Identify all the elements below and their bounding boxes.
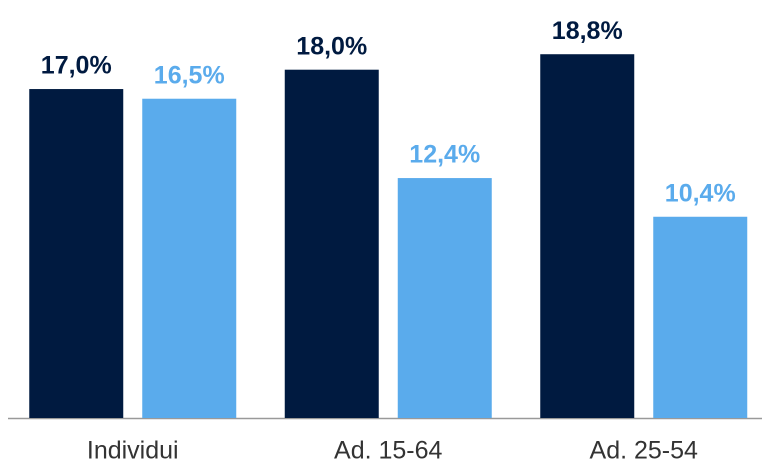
value-label: 12,4% [409, 141, 480, 169]
bar [653, 216, 748, 418]
value-label: 18,0% [296, 32, 367, 60]
bar [397, 178, 492, 418]
bar [540, 54, 635, 418]
value-label: 16,5% [154, 61, 225, 89]
value-label: 18,8% [552, 17, 623, 45]
x-tick-label: Ad. 25-54 [590, 437, 699, 465]
bar [284, 69, 379, 418]
bar [142, 98, 237, 418]
bar [29, 89, 124, 419]
x-tick-label: Ad. 15-64 [334, 437, 443, 465]
value-label: 10,4% [665, 179, 736, 207]
value-label: 17,0% [41, 52, 112, 80]
x-tick-label: Individui [87, 437, 179, 465]
